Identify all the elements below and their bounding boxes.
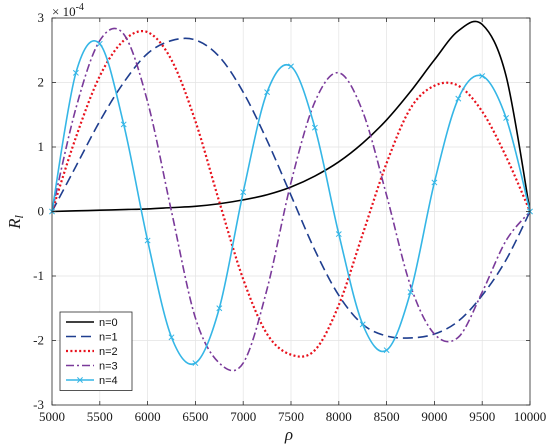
data-point [264,89,271,96]
y-axis-label: Rl [5,214,26,229]
x-tick-label: 6000 [135,409,161,424]
data-point [479,73,486,80]
series-line [51,39,531,365]
legend-item: n=2 [66,346,118,358]
data-point [168,334,175,341]
legend-label: n=4 [99,375,118,387]
series-line [51,27,531,372]
legend-label: n=1 [99,332,118,344]
y-tick-label: 3 [38,10,45,25]
y-tick-label: 0 [38,204,45,219]
legend-label: n=3 [99,361,118,373]
data-point [192,360,199,367]
data-point [311,124,318,131]
x-axis-label: ρ [284,425,293,444]
x-tick-label: 5500 [87,409,113,424]
y-exponent-label: × 10-4 [52,2,84,19]
series-n2 [50,30,532,358]
data-point [216,305,223,312]
series-line [51,37,531,339]
series-n4 [49,39,533,367]
x-tick-label: 6500 [182,409,208,424]
y-tick-label: -3 [33,397,44,412]
data-point [383,347,390,354]
series-line [51,20,531,213]
x-tick-label: 10000 [514,409,547,424]
y-tick-label: -1 [33,268,44,283]
data-point [120,121,127,128]
x-tick-label: 5000 [39,409,65,424]
series-n1 [51,37,531,339]
ticks: 5000 5500 6000 6500 7000 7500 8000 8500 9000 9500… [33,10,546,424]
x-tick-label: 7500 [278,409,304,424]
data-point [503,115,510,121]
data-point [144,237,151,244]
data-point [407,289,414,296]
x-tick-label: 8500 [374,409,400,424]
legend-item: n=3 [66,361,118,373]
legend: n=0 n=1 n=2 n=3 n=4 [59,311,133,391]
x-tick-label: 9500 [469,409,495,424]
legend-item: n=4 [66,375,118,387]
data-point [288,63,294,70]
series-layer [49,20,533,372]
data-point [335,231,342,238]
data-point [240,189,247,196]
y-tick-label: -2 [33,333,44,348]
legend-item: n=0 [66,317,118,329]
data-point [359,321,366,328]
x-tick-label: 8000 [326,409,352,424]
x-tick-label: 7000 [230,409,256,424]
legend-item: n=1 [66,332,118,344]
x-tick-label: 9000 [421,409,447,424]
y-tick-label: 1 [38,139,45,154]
series-line [50,30,532,358]
y-tick-label: 2 [38,75,45,90]
series-n0 [51,20,531,213]
series-n3 [51,27,531,372]
data-point [431,179,438,186]
legend-label: n=2 [99,346,118,358]
data-point [455,95,462,102]
data-point [72,69,79,76]
legend-label: n=0 [99,317,118,329]
data-point [96,40,103,47]
